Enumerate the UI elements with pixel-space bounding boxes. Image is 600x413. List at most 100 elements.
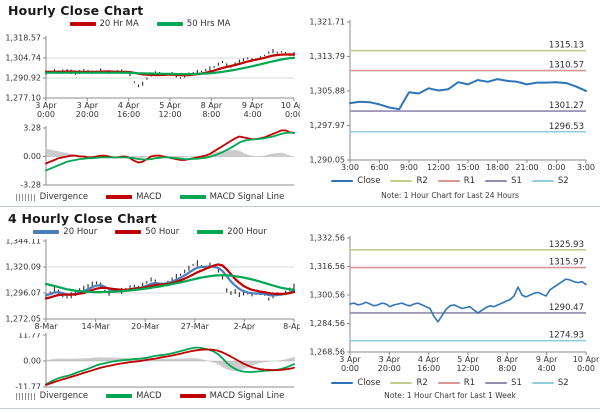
- fourhourly-close-chart-canvas: 1,344.11 1,320.09 1,296.07 1,272.058-Mar 14-…: [5, 239, 300, 331]
- svg-text:12:00: 12:00: [427, 163, 450, 172]
- legend-label: Divergence: [39, 192, 89, 202]
- legend-item: Divergence: [15, 391, 89, 401]
- legend-item: R1: [437, 378, 476, 388]
- legend-item: R2: [390, 378, 428, 388]
- svg-text:1301.27: 1301.27: [549, 101, 584, 111]
- svg-text:1325.93: 1325.93: [549, 240, 584, 250]
- legend-label: R1: [463, 176, 476, 186]
- divergence-bars-swatch-icon: [15, 193, 36, 201]
- svg-text:0:00: 0:00: [548, 163, 566, 172]
- line-swatch-icon: [390, 382, 413, 384]
- legend-label: 200 Hour: [227, 227, 267, 237]
- legend-item: MACD: [106, 391, 162, 401]
- legend-item: MACD: [106, 192, 162, 202]
- panel-title-hourly: Hourly Close Chart: [8, 3, 144, 18]
- horizontal-divider-bottom: [0, 408, 600, 409]
- legend-item: S2: [531, 176, 569, 186]
- legend-label: MACD: [136, 391, 162, 401]
- legend-label: S1: [511, 378, 522, 388]
- legend-label: Divergence: [39, 391, 89, 401]
- legend-4hourly-macd: Divergence MACD MACD Signal Line: [0, 391, 300, 401]
- legend-item: 50 Hour: [115, 227, 179, 237]
- svg-text:0.00: 0.00: [23, 357, 41, 366]
- line-swatch-icon: [485, 180, 508, 182]
- legend-pivot-1week: Close R2 R1 S1 S2: [300, 378, 600, 388]
- divergence-bars-swatch-icon: [15, 392, 36, 400]
- legend-item: Close: [331, 378, 380, 388]
- legend-label: 50 Hrs MA: [186, 19, 231, 29]
- legend-label: S1: [511, 176, 522, 186]
- legend-label: S2: [557, 378, 569, 388]
- line-swatch-icon: [156, 22, 183, 26]
- legend-item: R1: [437, 176, 476, 186]
- note-pivot-1week: Note: 1 Hour Chart for Last 1 Week: [384, 391, 516, 400]
- legend-hourly-ma: 20 Hr MA 50 Hrs MA: [0, 19, 300, 29]
- svg-text:1,316.56: 1,316.56: [309, 262, 345, 271]
- line-swatch-icon: [485, 382, 508, 384]
- legend-4hourly-ma: 20 Hour 50 Hour 200 Hour: [0, 227, 300, 237]
- legend-label: R2: [416, 378, 428, 388]
- svg-text:1,344.11: 1,344.11: [5, 239, 41, 246]
- legend-item: Close: [331, 176, 380, 186]
- line-swatch-icon: [331, 382, 354, 384]
- svg-text:1,321.71: 1,321.71: [309, 18, 345, 27]
- line-swatch-icon: [33, 230, 60, 234]
- line-swatch-icon: [69, 22, 96, 26]
- legend-label: Close: [357, 378, 381, 388]
- svg-text:1274.93: 1274.93: [549, 331, 584, 341]
- svg-text:6:00: 6:00: [371, 163, 389, 172]
- fourhourly-macd-chart-canvas: 11.77 0.00 -11.77: [15, 333, 295, 389]
- line-swatch-icon: [390, 180, 413, 182]
- legend-label: R1: [463, 378, 476, 388]
- legend-label: R2: [416, 176, 428, 186]
- svg-text:1,320.09: 1,320.09: [5, 263, 41, 272]
- line-swatch-icon: [437, 382, 460, 384]
- hourly-close-chart-canvas: 1,318.57 1,304.74 1,290.92 1,277.103 Apr 0:0…: [5, 34, 300, 120]
- note-pivot-24h: Note: 1 Hour Chart for Last 24 Hours: [381, 191, 519, 200]
- legend-pivot-24h: Close R2 R1 S1 S2: [300, 176, 600, 186]
- legend-item: S1: [485, 176, 522, 186]
- svg-text:21:00: 21:00: [515, 163, 538, 172]
- svg-text:3:00: 3:00: [577, 163, 595, 172]
- line-swatch-icon: [106, 394, 133, 398]
- legend-item: Divergence: [15, 192, 89, 202]
- legend-label: 20 Hr MA: [99, 19, 139, 29]
- line-swatch-icon: [531, 382, 554, 384]
- svg-text:1,272.05: 1,272.05: [5, 315, 41, 324]
- legend-item: MACD Signal Line: [179, 192, 284, 202]
- legend-label: MACD Signal Line: [209, 391, 285, 401]
- svg-text:11.77: 11.77: [18, 333, 41, 340]
- svg-text:1,268.56: 1,268.56: [309, 348, 345, 357]
- legend-item: 20 Hr MA: [69, 19, 139, 29]
- svg-text:15:00: 15:00: [456, 163, 479, 172]
- svg-text:1,290.05: 1,290.05: [309, 156, 345, 165]
- svg-text:1296.53: 1296.53: [549, 122, 584, 132]
- svg-text:3.28: 3.28: [23, 124, 41, 133]
- horizontal-divider-top: [0, 206, 600, 207]
- svg-text:1315.97: 1315.97: [549, 258, 584, 268]
- svg-text:2-Apr: 2-Apr: [234, 322, 256, 331]
- svg-text:1310.57: 1310.57: [549, 61, 584, 71]
- svg-text:20-Mar: 20-Mar: [131, 322, 160, 331]
- svg-text:9:00: 9:00: [400, 163, 418, 172]
- svg-text:1,313.79: 1,313.79: [309, 52, 345, 61]
- svg-text:1,297.97: 1,297.97: [309, 121, 345, 130]
- legend-item: 200 Hour: [197, 227, 267, 237]
- legend-label: S2: [557, 176, 569, 186]
- legend-item: R2: [390, 176, 428, 186]
- legend-label: 20 Hour: [63, 227, 98, 237]
